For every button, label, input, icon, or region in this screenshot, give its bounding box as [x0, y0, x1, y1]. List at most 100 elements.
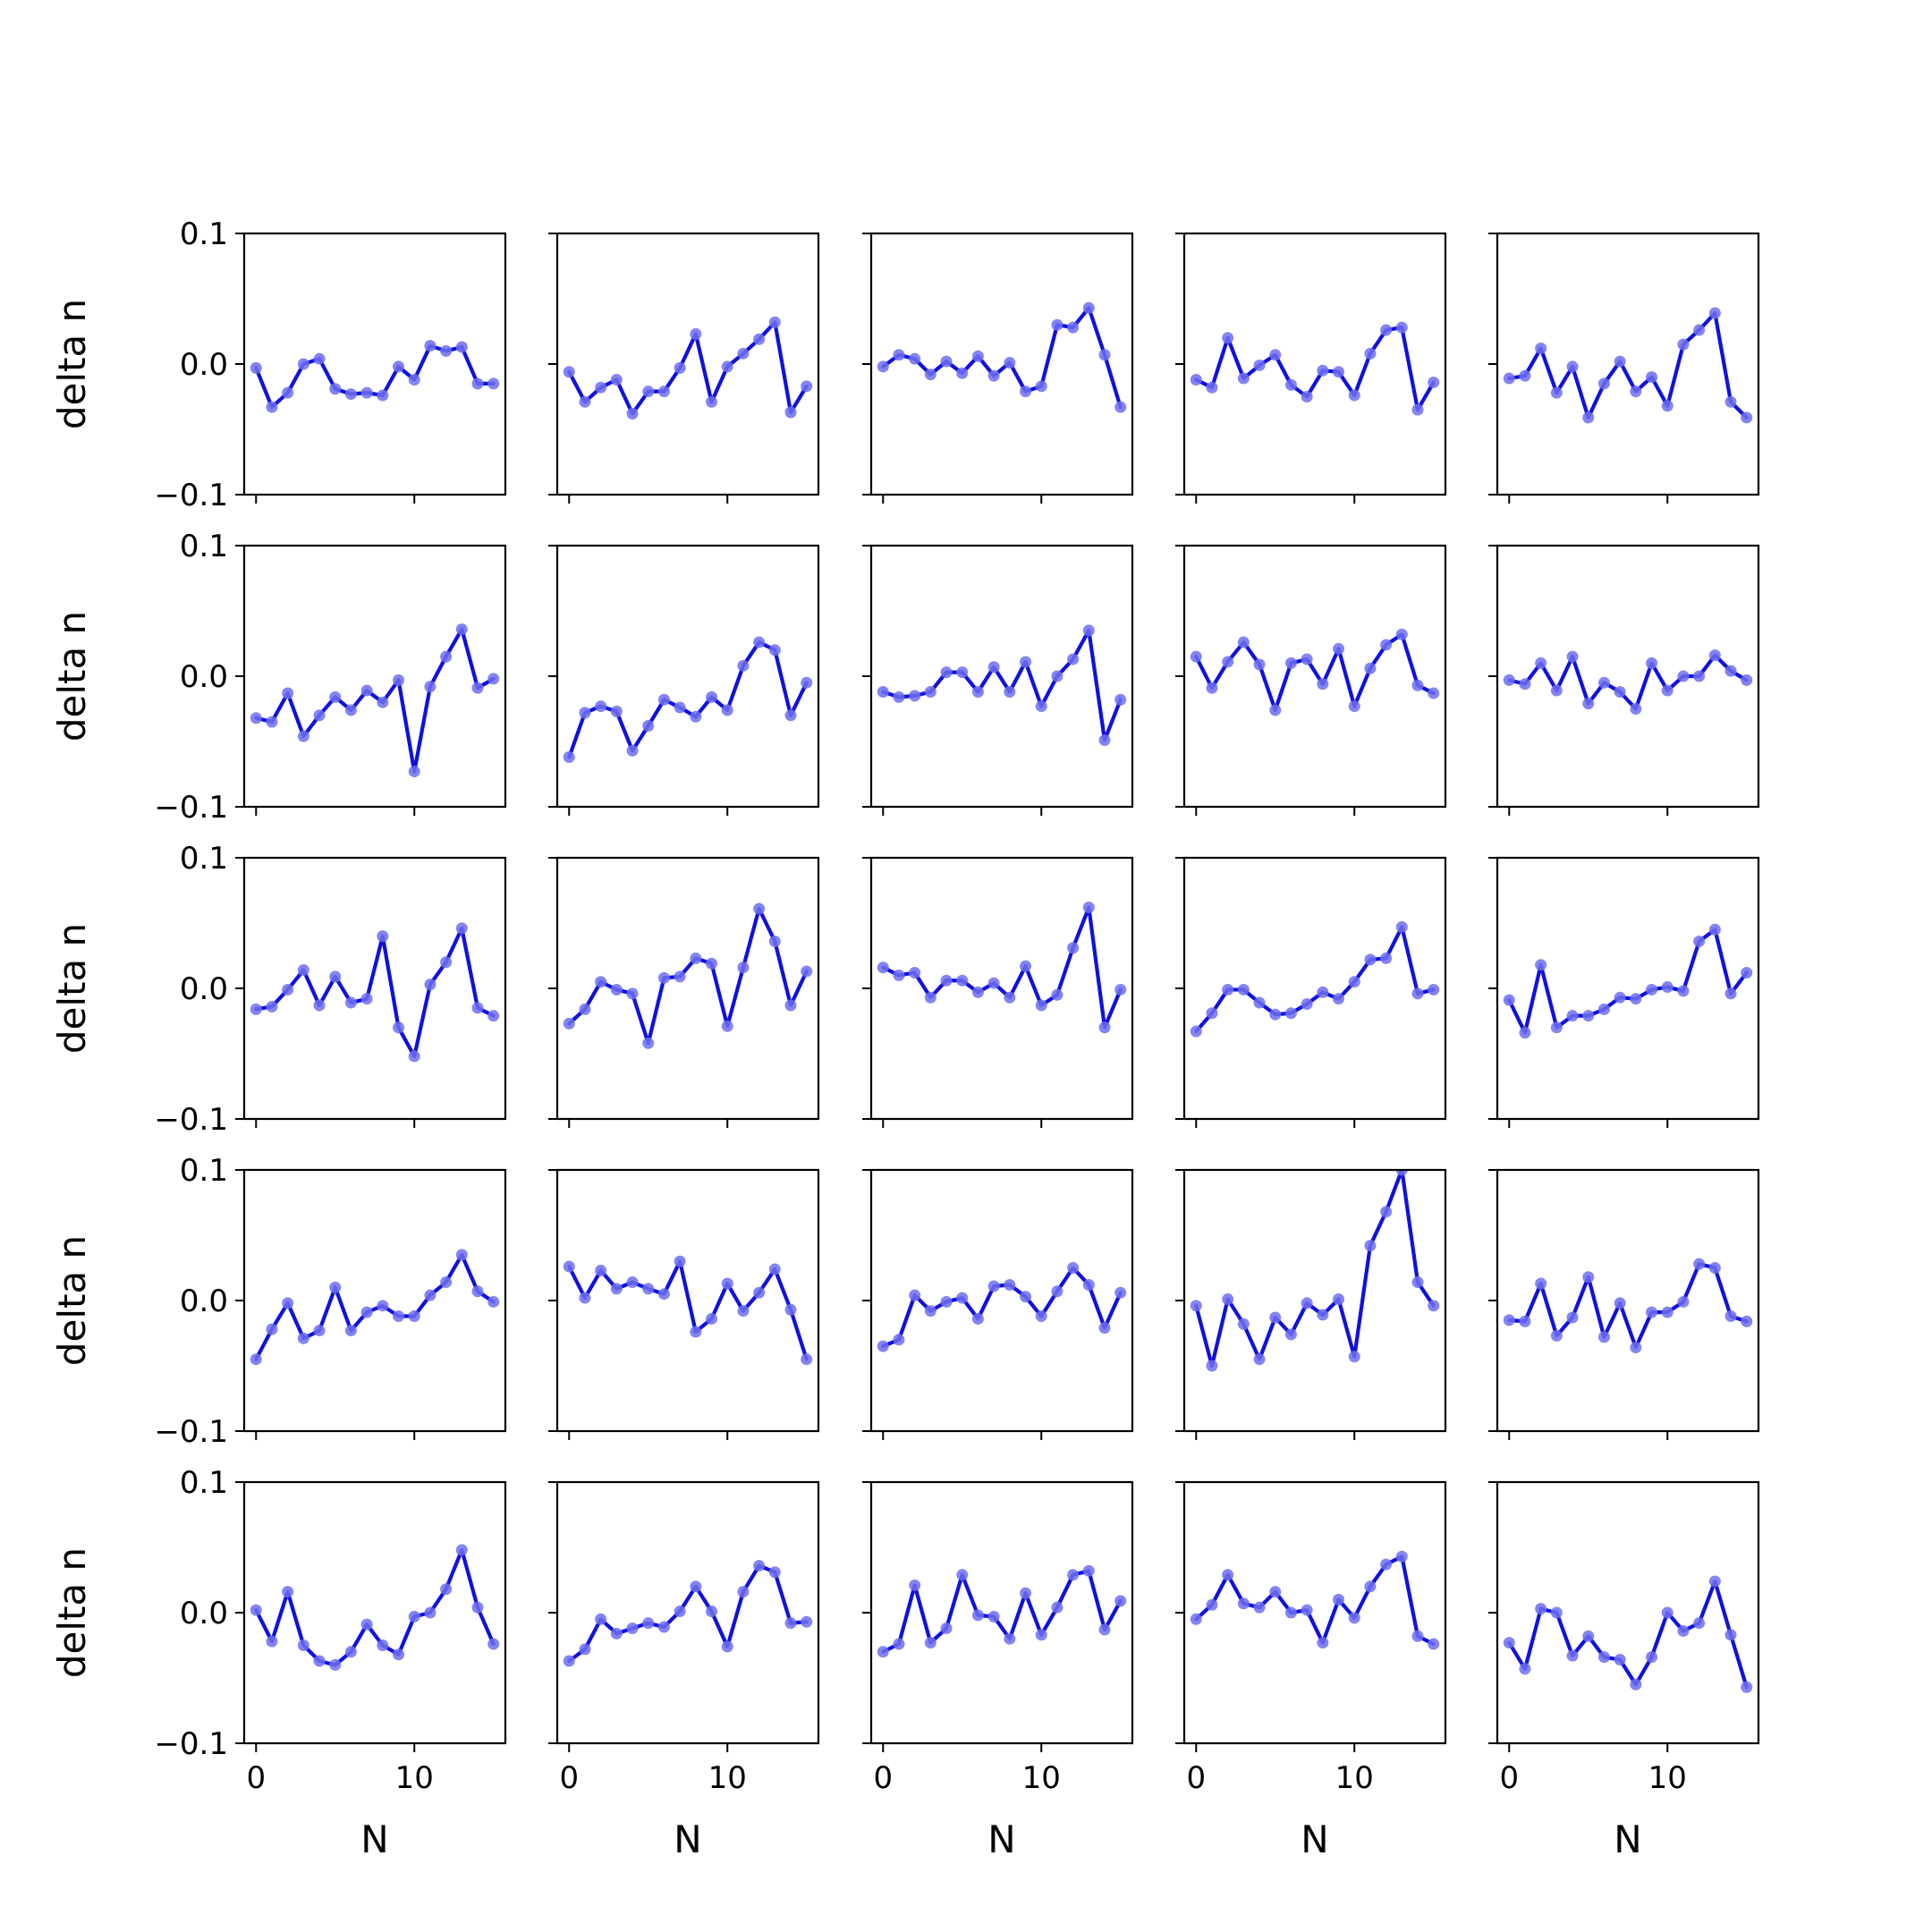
- data-point: [956, 666, 969, 679]
- data-point: [1503, 1637, 1515, 1649]
- data-point: [1428, 983, 1440, 996]
- subplot-r5-c4: 0 10N: [1175, 1480, 1447, 1861]
- series-line: [1194, 1555, 1436, 1647]
- data-point: [1317, 1309, 1329, 1321]
- subplot-r1-c5: [1488, 232, 1760, 504]
- series-line: [254, 1252, 496, 1361]
- y-tick-label: 0.1: [180, 529, 228, 564]
- data-point: [1348, 700, 1360, 713]
- data-point: [737, 1305, 750, 1318]
- series-line: [881, 628, 1123, 742]
- data-point: [471, 1601, 484, 1614]
- data-point: [313, 352, 326, 365]
- x-axis-label: N: [1301, 1818, 1328, 1861]
- data-point: [344, 1325, 357, 1337]
- data-point: [1114, 1286, 1127, 1299]
- axes-frame: [1496, 544, 1760, 809]
- data-point: [440, 650, 453, 663]
- data-point: [690, 710, 702, 723]
- data-point: [1724, 665, 1737, 677]
- data-point: [753, 1286, 766, 1299]
- series-line: [1507, 653, 1749, 711]
- x-tick-label: 10: [708, 1760, 747, 1796]
- x-axis-label: N: [987, 1818, 1015, 1861]
- data-point: [1035, 999, 1047, 1012]
- data-point: [987, 1610, 1000, 1623]
- data-point: [1646, 371, 1658, 384]
- data-point: [1206, 1598, 1218, 1611]
- x-axis-label: N: [1614, 1818, 1641, 1861]
- subplot-data: [1190, 628, 1440, 716]
- data-point: [1301, 653, 1313, 665]
- subplot-data: [563, 636, 813, 764]
- data-point: [768, 935, 781, 947]
- data-point: [924, 369, 936, 381]
- subplot-data: [877, 1262, 1127, 1352]
- axes-frame: [1496, 232, 1760, 496]
- data-point: [1206, 1007, 1218, 1020]
- data-point: [1614, 355, 1626, 368]
- data-point: [706, 1312, 718, 1325]
- data-point: [282, 386, 294, 399]
- data-point: [1724, 1310, 1737, 1323]
- axes-frame: [869, 232, 1134, 496]
- data-point: [1693, 935, 1706, 947]
- data-point: [1364, 1240, 1377, 1252]
- data-point: [297, 358, 309, 370]
- data-point: [1519, 1027, 1531, 1039]
- data-point: [1284, 378, 1297, 391]
- data-point: [940, 1623, 953, 1635]
- series-line: [1507, 1579, 1749, 1690]
- data-point: [487, 1295, 500, 1308]
- data-point: [1661, 1606, 1674, 1619]
- data-point: [1082, 301, 1095, 314]
- data-point: [657, 386, 670, 398]
- data-point: [1020, 1587, 1032, 1599]
- data-point: [266, 1000, 278, 1013]
- subplot-data: [1190, 321, 1440, 416]
- data-point: [595, 976, 607, 988]
- data-point: [1237, 372, 1250, 385]
- data-point: [1582, 698, 1595, 710]
- series-line: [1507, 310, 1749, 419]
- data-point: [440, 1276, 453, 1289]
- series-line: [567, 1563, 809, 1664]
- data-point: [487, 1638, 500, 1650]
- data-point: [737, 1586, 750, 1598]
- data-point: [1708, 1575, 1721, 1588]
- data-point: [940, 666, 953, 679]
- data-point: [266, 1635, 278, 1648]
- data-point: [377, 696, 389, 708]
- data-point: [1364, 953, 1377, 966]
- data-point: [1566, 650, 1579, 663]
- data-point: [1411, 1276, 1424, 1289]
- data-point: [753, 902, 766, 915]
- series-line: [254, 627, 496, 774]
- subplot-r1-c1: 0.1 0.0 −0.1 delta n: [50, 216, 507, 513]
- data-point: [893, 349, 905, 361]
- data-point: [360, 993, 373, 1005]
- data-point: [1550, 684, 1563, 697]
- subplot-r4-c3: [862, 1168, 1134, 1440]
- data-point: [579, 1292, 591, 1304]
- data-point: [971, 350, 984, 362]
- data-point: [642, 386, 655, 398]
- data-point: [610, 705, 623, 717]
- data-point: [1411, 1630, 1424, 1642]
- data-point: [626, 987, 639, 1000]
- data-point: [1222, 1293, 1234, 1306]
- data-point: [1348, 1612, 1360, 1624]
- x-axis-label: N: [674, 1818, 701, 1861]
- data-point: [1035, 1629, 1047, 1641]
- y-axis-label: delta n: [50, 611, 94, 741]
- data-point: [801, 676, 813, 689]
- data-point: [1333, 366, 1345, 378]
- data-point: [1741, 674, 1753, 686]
- subplot-data: [563, 1255, 813, 1366]
- data-point: [1724, 395, 1737, 408]
- data-point: [1237, 1318, 1250, 1330]
- data-point: [1677, 338, 1690, 351]
- data-point: [987, 1280, 1000, 1292]
- data-point: [877, 1340, 889, 1352]
- data-point: [1333, 1293, 1345, 1306]
